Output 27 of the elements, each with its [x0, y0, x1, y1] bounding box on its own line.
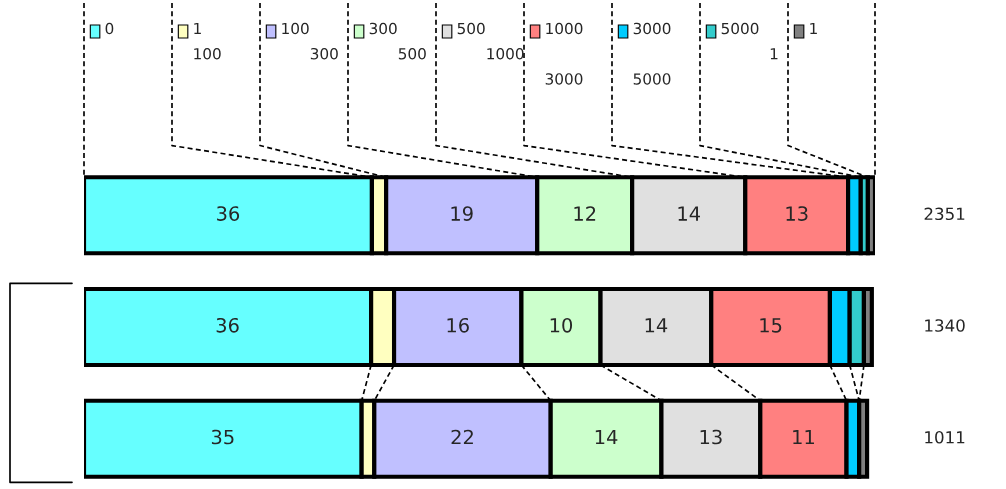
- data-label: 16: [447, 317, 469, 333]
- text: 1340: [925, 319, 965, 332]
- data-label: 13: [700, 429, 722, 445]
- data-label: 36: [217, 206, 240, 221]
- data-label: 15: [760, 318, 782, 333]
- data-label: 35: [211, 429, 234, 445]
- legend-label: 1: [810, 22, 817, 35]
- data-label: 19: [451, 206, 473, 221]
- data-label: 12: [574, 206, 596, 221]
- legend-label: 1 100: [194, 22, 221, 60]
- data-label: 10: [550, 317, 573, 333]
- data-label: 14: [645, 318, 668, 333]
- legend-label: 500 1000: [457, 22, 524, 60]
- legend-label: 100 300: [282, 22, 338, 60]
- text: 5000 1: [721, 22, 778, 60]
- text: 1011: [925, 430, 965, 444]
- data-label: 14: [678, 206, 700, 221]
- text: 3000 5000: [633, 22, 671, 85]
- data-label: 11: [793, 429, 814, 445]
- data-label: 14: [595, 429, 618, 445]
- data-label: 36: [216, 317, 239, 333]
- text: 2351: [924, 207, 965, 221]
- data-label: 22: [451, 429, 473, 445]
- legend-label: 0: [105, 22, 114, 35]
- legend-label: 300 500: [369, 22, 426, 60]
- data-label: 13: [786, 206, 808, 221]
- text: 1000 3000: [545, 22, 583, 85]
